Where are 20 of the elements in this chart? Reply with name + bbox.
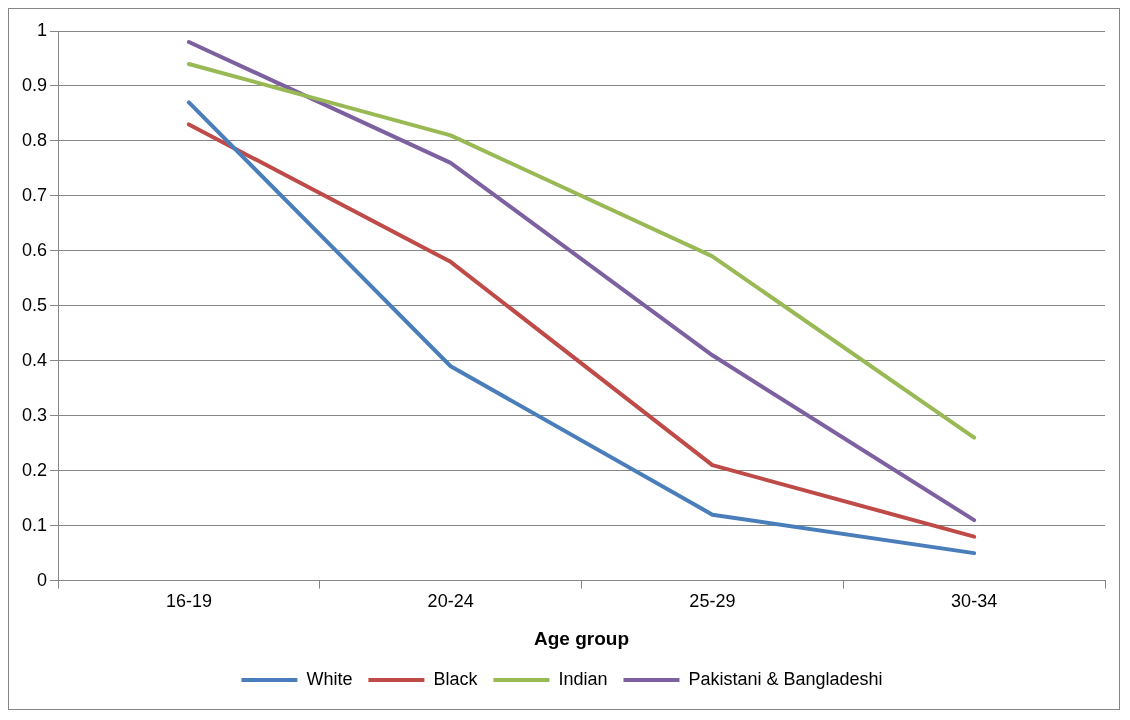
x-axis-title: Age group <box>534 627 630 649</box>
y-tick-label: 0.7 <box>21 184 48 205</box>
y-tick-label: 0.2 <box>21 459 48 480</box>
y-tick-label: 0.5 <box>21 294 48 315</box>
y-tick-label: 0.8 <box>21 129 48 150</box>
x-tick-label: 25-29 <box>689 591 736 612</box>
legend-label: Indian <box>558 668 608 689</box>
x-tick-label: 16-19 <box>165 591 212 612</box>
legend-label: Pakistani & Bangladeshi <box>688 668 883 689</box>
legend-label: Black <box>433 668 479 689</box>
y-tick-label: 0.6 <box>21 239 48 260</box>
y-tick-label: 0.3 <box>21 404 48 425</box>
y-tick-label: 0.1 <box>21 514 48 535</box>
y-tick-label: 0.9 <box>21 74 48 95</box>
y-tick-label: 0.4 <box>21 349 48 370</box>
legend-label: White <box>306 668 353 689</box>
x-tick-label: 20-24 <box>427 591 474 612</box>
y-tick-label: 1 <box>37 19 48 40</box>
y-tick-label: 0 <box>37 569 48 590</box>
x-tick-label: 30-34 <box>951 591 998 612</box>
